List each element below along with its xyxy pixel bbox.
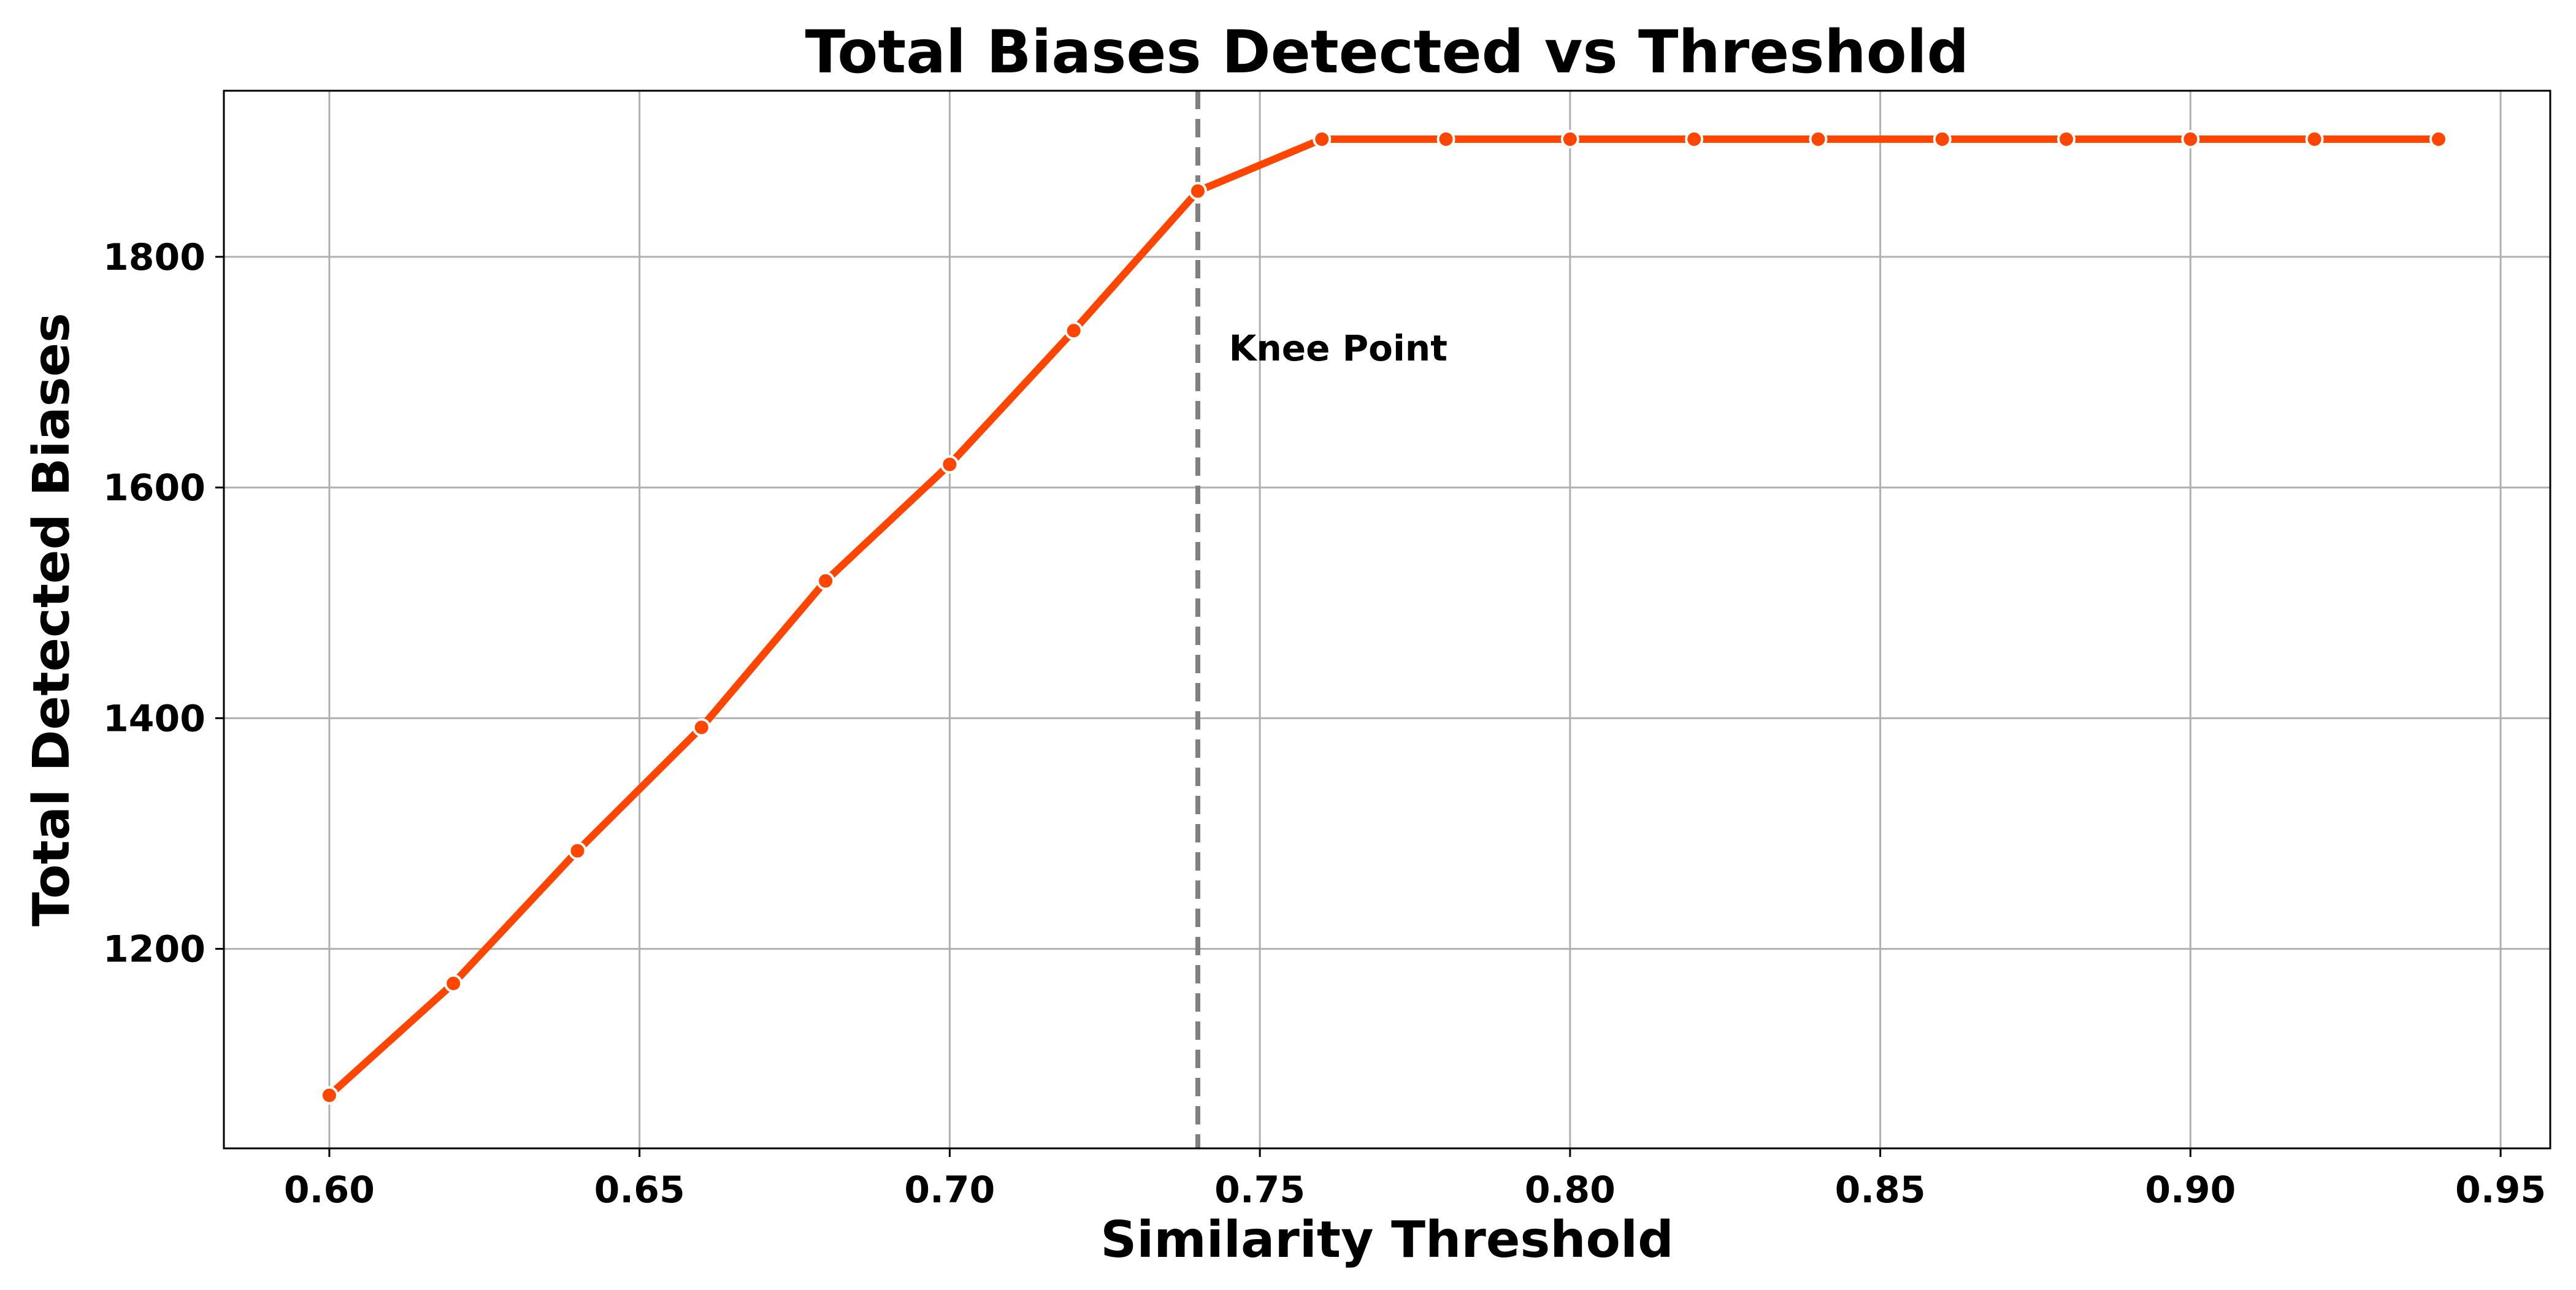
y-axis-ticks: 1200 1400 1600 1800 [103,236,224,971]
x-axis-ticks: 0.60 0.65 0.70 0.75 0.80 0.85 0.90 0.95 [284,1148,2546,1212]
y-tick-label: 1800 [103,236,205,279]
x-tick-label: 0.70 [904,1169,995,1212]
data-point [1933,130,1952,149]
data-point [940,455,959,474]
data-point [1189,181,1208,200]
data-point [1064,321,1083,340]
knee-point-annotation: Knee Point [1229,327,1447,369]
y-axis-label: Total Detected Biases [23,313,81,926]
data-point [692,718,711,737]
data-point [1809,130,1828,149]
chart-title: Total Biases Detected vs Threshold [805,18,1969,86]
x-tick-label: 0.80 [1525,1169,1616,1212]
x-tick-label: 0.75 [1214,1169,1305,1212]
x-tick-label: 0.95 [2455,1169,2546,1212]
plot-frame [223,90,2551,1150]
data-point [816,571,835,590]
data-point [568,841,587,860]
x-tick-label: 0.65 [594,1169,685,1212]
x-tick-label: 0.85 [1835,1169,1926,1212]
data-point [1313,130,1332,149]
data-point [1436,130,1455,149]
data-point [1685,130,1704,149]
data-point [1560,130,1579,149]
y-tick-label: 1200 [103,928,205,971]
data-point [320,1086,339,1105]
y-tick-label: 1600 [103,467,205,510]
series-layer [320,130,2448,1105]
x-tick-label: 0.60 [284,1169,375,1212]
x-axis-label: Similarity Threshold [1100,1211,1674,1269]
y-tick-label: 1400 [103,697,205,740]
data-point [2181,130,2200,149]
grid [224,91,2550,1148]
data-point [2429,130,2448,149]
data-point [2057,130,2076,149]
data-point [444,974,463,993]
data-point [2305,130,2324,149]
x-tick-label: 0.90 [2145,1169,2236,1212]
series-line [325,135,2442,1099]
